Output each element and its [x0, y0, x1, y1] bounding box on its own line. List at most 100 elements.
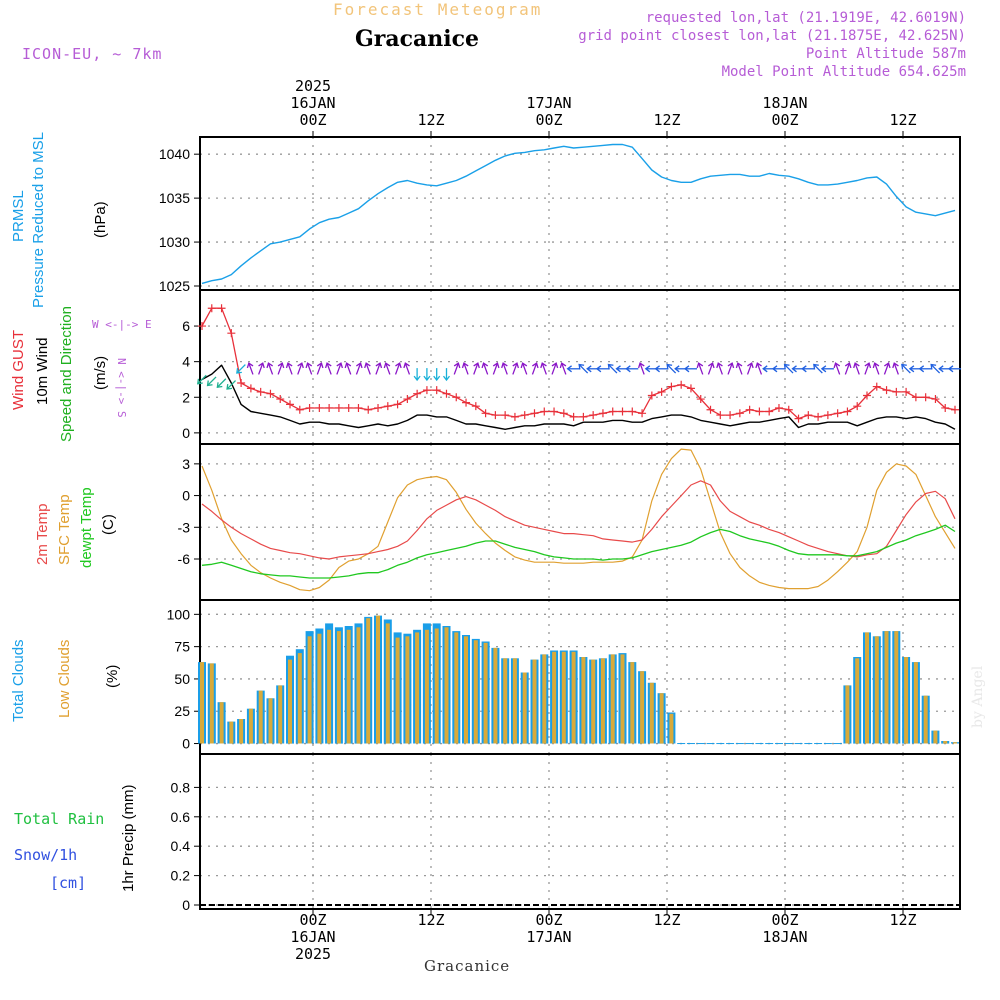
arrow-shaft — [404, 362, 411, 375]
gust-marker — [325, 403, 334, 412]
arrow-head — [637, 362, 645, 369]
arrow-shaft — [551, 362, 557, 375]
arrow-head — [644, 365, 651, 373]
wind-direction-arrow — [901, 363, 911, 374]
wind-direction-arrow — [492, 362, 500, 375]
gust-marker — [647, 391, 656, 400]
arrow-shaft — [707, 362, 714, 375]
low-cloud-bar — [258, 690, 263, 744]
arrow-shaft — [874, 362, 880, 375]
wind-direction-arrow — [258, 362, 265, 375]
time-axis-line: 16JAN — [290, 928, 336, 946]
low-cloud-bar — [434, 628, 439, 744]
arrow-head — [442, 375, 451, 382]
arrow-head — [595, 365, 602, 373]
arrow-head — [938, 365, 944, 373]
arrow-head — [316, 362, 324, 369]
arrow-shaft — [737, 362, 743, 375]
gust-marker — [774, 403, 783, 412]
wind-direction-arrow — [755, 362, 763, 375]
pressure-line — [201, 143, 956, 285]
arrow-head — [206, 380, 213, 387]
low-cloud-bar — [571, 651, 576, 744]
arrow-head — [492, 362, 500, 369]
gust-marker — [794, 414, 803, 423]
gust-marker — [608, 407, 617, 416]
low-cloud-bar — [385, 623, 390, 744]
gust-marker — [735, 409, 744, 418]
time-axis-label: 18JAN 00Z — [745, 95, 825, 129]
gust-marker — [579, 412, 588, 421]
gust-marker — [931, 395, 940, 404]
arrow-head — [532, 362, 539, 369]
low-cloud-bar — [630, 662, 635, 744]
low-cloud-bar — [366, 618, 371, 744]
low-cloud-bar — [874, 636, 879, 744]
wind-direction-arrow — [566, 365, 580, 373]
gust-marker — [354, 403, 363, 412]
arrow-head — [735, 362, 743, 369]
y-tick-label: 0 — [182, 488, 190, 504]
gust-marker — [550, 407, 559, 416]
arrow-shaft — [746, 362, 753, 375]
arrow-head — [540, 362, 547, 369]
low-cloud-bar — [561, 651, 566, 744]
y-tick-label: 0 — [182, 897, 190, 913]
gust-marker — [227, 329, 236, 338]
arrow-head — [918, 365, 925, 373]
wind-direction-arrow — [501, 362, 508, 375]
y-tick-label: 1025 — [159, 278, 190, 294]
arrow-head — [654, 365, 660, 373]
arrow-head — [413, 375, 421, 382]
low-cloud-bar — [512, 658, 517, 744]
arrow-shaft — [326, 362, 332, 375]
arrow-shaft — [375, 362, 381, 375]
arrow-shaft — [864, 362, 870, 375]
arrow-head — [356, 362, 363, 369]
low-cloud-bar — [297, 653, 302, 744]
wind-direction-arrow — [654, 365, 668, 373]
arrow-shaft — [893, 362, 899, 375]
arrow-head — [783, 363, 790, 370]
low-cloud-bar — [376, 615, 380, 744]
low-cloud-bar — [600, 658, 605, 744]
gust-marker — [598, 409, 607, 418]
gust-marker — [765, 407, 774, 416]
y-tick-label: 4 — [182, 354, 190, 370]
wind-direction-arrow — [512, 362, 520, 375]
low-cloud-bar — [620, 654, 625, 744]
time-axis-label: 12Z — [627, 112, 707, 129]
y-tick-label: 1035 — [159, 190, 190, 206]
gust-marker — [667, 382, 676, 391]
low-cloud-bar — [356, 627, 361, 744]
arrow-shaft — [394, 362, 401, 375]
wind-direction-arrow — [559, 362, 567, 375]
gust-marker — [921, 393, 930, 402]
time-axis-label: 12Z — [863, 112, 943, 129]
arrow-head — [864, 362, 872, 369]
wind-direction-arrow — [625, 365, 639, 373]
y-tick-label: -6 — [178, 551, 191, 567]
gust-marker — [716, 411, 725, 420]
wind-direction-arrow — [453, 362, 461, 375]
arrow-shaft — [482, 362, 489, 375]
gust-marker — [432, 386, 441, 395]
low-cloud-bar — [209, 663, 214, 744]
wind-direction-arrow — [305, 362, 313, 375]
wind-direction-arrow — [336, 362, 344, 375]
gust-marker — [256, 387, 265, 396]
low-cloud-bar — [904, 657, 909, 744]
wind-direction-arrow — [403, 362, 411, 375]
gust-marker — [804, 411, 813, 420]
arrow-head — [813, 363, 819, 370]
arrow-head — [696, 362, 704, 369]
arrow-head — [277, 362, 285, 369]
arrow-shaft — [756, 362, 763, 375]
gust-marker — [422, 386, 431, 395]
low-cloud-bar — [219, 702, 224, 744]
arrow-head — [930, 363, 937, 370]
gust-marker — [471, 402, 480, 411]
arrow-shaft — [717, 362, 723, 375]
arrow-head — [833, 362, 841, 369]
